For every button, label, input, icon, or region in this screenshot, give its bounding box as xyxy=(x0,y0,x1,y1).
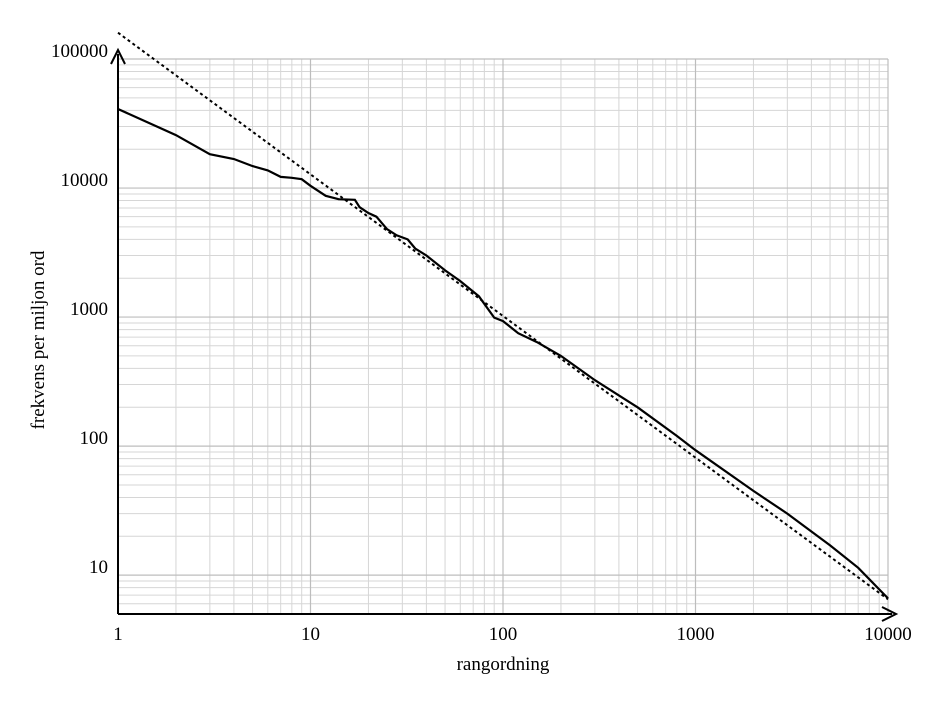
x-tick-label: 1000 xyxy=(677,624,715,645)
grid xyxy=(117,58,889,614)
x-axis-arrow xyxy=(881,606,899,622)
series-line xyxy=(117,107,889,600)
x-tick-label: 100 xyxy=(489,624,518,645)
x-axis-label: rangordning xyxy=(457,654,550,675)
y-axis-label: frekvens per miljon ord xyxy=(28,250,49,429)
y-tick-label: 10000 xyxy=(61,170,109,191)
y-tick-label: 100000 xyxy=(51,41,108,62)
y-tick-label: 1000 xyxy=(70,299,108,320)
y-tick-label: 100 xyxy=(80,428,109,449)
plot xyxy=(117,31,889,601)
x-tick-label: 1 xyxy=(113,624,123,645)
x-tick-label: 10000 xyxy=(864,624,912,645)
y-axis-arrow xyxy=(110,47,126,65)
tick-labels: 1 10 100 1000 10000 10 100 1000 10000 100000 xyxy=(51,41,912,645)
y-tick-label: 10 xyxy=(89,557,108,578)
x-tick-label: 10 xyxy=(301,624,320,645)
